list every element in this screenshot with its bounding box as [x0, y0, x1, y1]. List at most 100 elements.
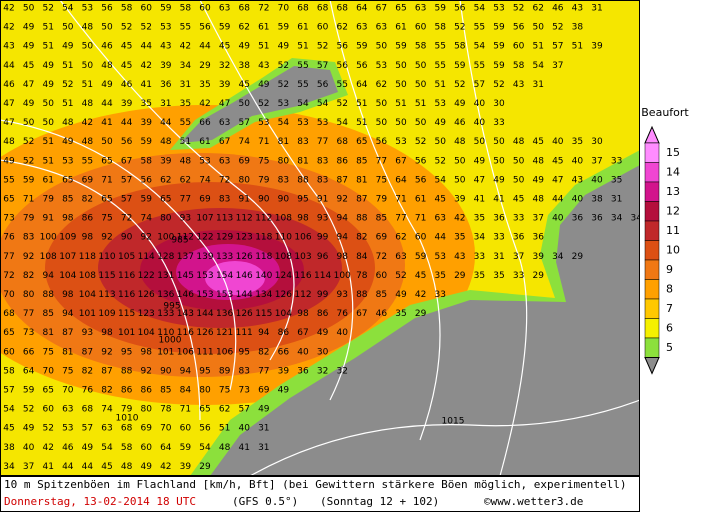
grid-value: 31 [532, 80, 543, 90]
grid-value: 114 [138, 252, 155, 262]
grid-value: 65 [42, 386, 53, 396]
grid-value: 62 [532, 4, 543, 14]
grid-value: 63 [376, 23, 387, 33]
grid-value: 77 [23, 309, 34, 319]
grid-value: 39 [121, 99, 133, 109]
grid-value: 68 [336, 137, 348, 147]
grid-value: 71 [258, 137, 269, 147]
grid-value: 54 [474, 42, 486, 52]
grid-value: 86 [317, 309, 329, 319]
grid-value: 94 [336, 233, 348, 243]
grid-value: 59 [493, 42, 505, 52]
grid-value: 115 [98, 271, 115, 281]
grid-value: 39 [219, 80, 231, 90]
grid-value: 87 [82, 347, 93, 357]
grid-value: 100 [157, 233, 174, 243]
grid-value: 40 [552, 214, 564, 224]
grid-value: 54 [474, 4, 486, 14]
grid-value: 98 [101, 328, 113, 338]
grid-value: 50 [493, 156, 505, 166]
grid-value: 48 [101, 61, 113, 71]
grid-value: 110 [275, 233, 292, 243]
grid-value: 113 [98, 290, 115, 300]
grid-value: 74 [101, 405, 113, 415]
grid-value: 54 [62, 4, 74, 14]
grid-value: 56 [121, 137, 133, 147]
grid-value: 72 [121, 214, 132, 224]
grid-value: 68 [317, 4, 329, 14]
grid-value: 70 [160, 424, 172, 434]
grid-value: 70 [3, 290, 15, 300]
grid-value: 48 [3, 137, 15, 147]
grid-value: 34 [474, 233, 486, 243]
grid-value: 49 [82, 443, 94, 453]
grid-value: 80 [238, 175, 250, 185]
grid-value: 98 [82, 233, 94, 243]
grid-value: 77 [395, 214, 406, 224]
grid-value: 51 [395, 99, 406, 109]
grid-value: 82 [82, 195, 93, 205]
grid-value: 60 [140, 4, 152, 14]
grid-value: 74 [238, 137, 250, 147]
grid-value: 154 [216, 271, 233, 281]
grid-value: 55 [297, 80, 308, 90]
grid-value: 36 [297, 366, 309, 376]
grid-value: 31 [611, 195, 622, 205]
grid-value: 77 [258, 366, 269, 376]
grid-value: 49 [278, 386, 290, 396]
isobars [0, 0, 640, 476]
grid-value: 43 [160, 42, 171, 52]
grid-value: 66 [23, 347, 35, 357]
grid-value: 81 [42, 328, 53, 338]
grid-value: 100 [40, 233, 57, 243]
grid-value: 82 [23, 271, 34, 281]
grid-value: 52 [62, 80, 73, 90]
grid-value: 44 [62, 462, 74, 472]
grid-value: 37 [552, 61, 563, 71]
grid-value: 107 [196, 214, 213, 224]
grid-value: 30 [317, 347, 329, 357]
isobar-label: 1010 [116, 414, 139, 424]
grid-value: 52 [258, 99, 269, 109]
grid-value: 35 [474, 214, 485, 224]
grid-value: 68 [238, 4, 250, 14]
grid-value: 51 [356, 118, 367, 128]
grid-value: 146 [177, 290, 194, 300]
grid-value: 31 [258, 424, 269, 434]
grid-value: 46 [3, 80, 15, 90]
grid-value: 108 [40, 252, 57, 262]
grid-value: 101 [157, 347, 174, 357]
grid-value: 81 [278, 137, 289, 147]
legend-bottom-arrow [644, 357, 660, 375]
isobar-label: 985 [171, 236, 188, 246]
grid-value: 49 [140, 462, 152, 472]
grid-value: 31 [180, 80, 191, 90]
grid-value: 51 [82, 80, 93, 90]
grid-value: 93 [82, 328, 93, 338]
grid-value: 65 [3, 195, 14, 205]
legend-level: 14 [666, 165, 680, 178]
grid-value: 110 [98, 252, 115, 262]
grid-value: 43 [572, 175, 583, 185]
grid-value: 42 [180, 42, 191, 52]
grid-value: 60 [513, 42, 525, 52]
legend-swatch [644, 142, 660, 163]
grid-value: 104 [79, 290, 96, 300]
grid-value: 43 [454, 252, 465, 262]
grid-value: 45 [434, 195, 445, 205]
grid-value: 55 [434, 61, 445, 71]
grid-value: 65 [356, 137, 367, 147]
grid-value: 52 [395, 271, 406, 281]
grid-value: 54 [199, 443, 211, 453]
grid-value: 62 [395, 233, 406, 243]
grid-value: 36 [493, 214, 505, 224]
legend-swatch [644, 298, 660, 319]
grid-value: 92 [101, 233, 112, 243]
grid-value: 39 [160, 156, 172, 166]
grid-value: 57 [238, 405, 249, 415]
grid-value: 83 [317, 175, 328, 185]
grid-value: 111 [236, 328, 253, 338]
grid-value: 54 [532, 61, 544, 71]
grid-value: 46 [552, 4, 564, 14]
grid-value: 55 [434, 42, 445, 52]
